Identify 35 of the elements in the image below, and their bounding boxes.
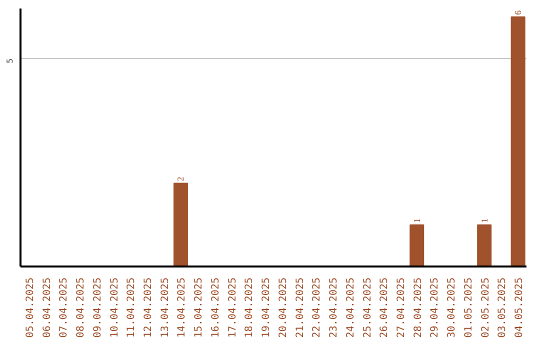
x-tick-label: 03.05.2025 — [497, 277, 508, 338]
data-label: 6 — [513, 10, 524, 15]
x-tick-label: 16.04.2025 — [210, 277, 222, 338]
x-tick-label: 18.04.2025 — [244, 277, 256, 338]
x-tick-label: 12.04.2025 — [143, 277, 154, 338]
x-tick-label: 20.04.2025 — [278, 277, 289, 338]
x-tick-label: 28.04.2025 — [412, 277, 424, 338]
x-tick-label: 04.05.2025 — [514, 277, 526, 338]
x-tick-label: 07.04.2025 — [58, 277, 70, 338]
x-tick-label: 01.05.2025 — [463, 277, 474, 338]
x-tick-label: 29.04.2025 — [430, 277, 441, 338]
x-tick-label: 14.04.2025 — [176, 277, 188, 338]
data-label: 1 — [479, 218, 490, 223]
x-tick-label: 23.04.2025 — [328, 277, 340, 338]
x-tick-label: 19.04.2025 — [261, 277, 272, 338]
x-tick-label: 30.04.2025 — [446, 277, 458, 338]
x-tick-label: 22.04.2025 — [312, 277, 323, 338]
data-label: 1 — [412, 218, 422, 223]
x-tick-label: 09.04.2025 — [92, 277, 104, 338]
y-tick-label: 5 — [6, 58, 14, 64]
x-tick-label: 17.04.2025 — [227, 277, 238, 338]
x-tick-label: 21.04.2025 — [294, 277, 306, 338]
x-tick-label: 15.04.2025 — [194, 277, 205, 338]
x-tick-label: 13.04.2025 — [160, 277, 171, 338]
x-tick-label: 27.04.2025 — [396, 277, 407, 338]
x-tick-label: 08.04.2025 — [76, 277, 87, 338]
x-tick-label: 26.04.2025 — [379, 277, 390, 338]
x-tick-label: 11.04.2025 — [126, 277, 138, 338]
x-tick-label: 10.04.2025 — [109, 277, 120, 338]
x-tick-label: 02.05.2025 — [480, 277, 492, 338]
data-label: 2 — [176, 176, 186, 182]
x-tick-label: 24.04.2025 — [345, 277, 356, 338]
x-tick-label: 25.04.2025 — [362, 277, 374, 338]
x-tick-label: 06.04.2025 — [42, 277, 53, 338]
x-tick-label: 05.04.2025 — [24, 277, 36, 338]
